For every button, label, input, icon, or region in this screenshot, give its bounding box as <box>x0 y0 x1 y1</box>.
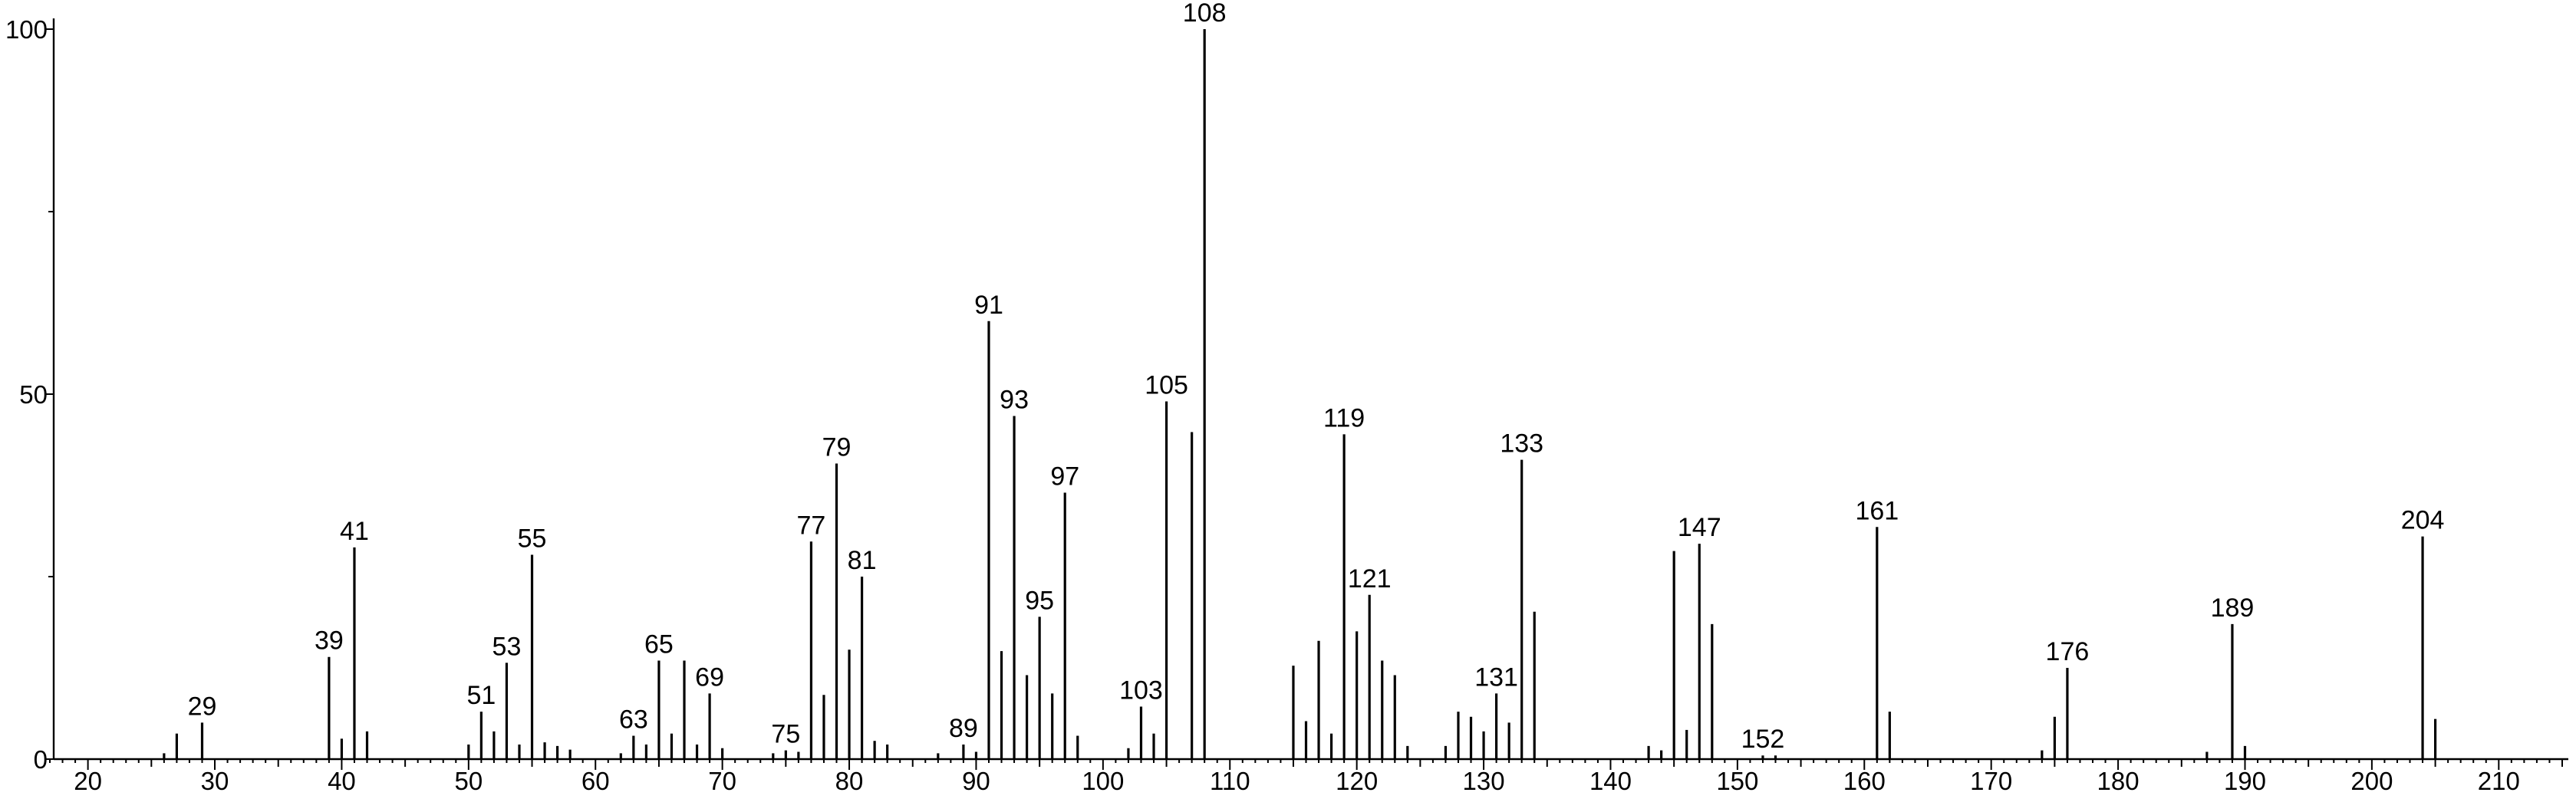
x-tick-label: 190 <box>2224 767 2266 795</box>
peak-label: 81 <box>848 546 877 575</box>
peak-label: 63 <box>619 705 648 735</box>
x-tick-label: 130 <box>1463 767 1505 795</box>
peak-labels: 29 39 41 51 53 55 63 65 69 75 77 79 81 89 91 93 95 97 103 1… <box>188 0 2445 754</box>
peak-label: 75 <box>771 720 800 749</box>
y-axis-ticks: 0 50 100 <box>5 15 54 774</box>
x-tick-label: 60 <box>581 767 610 795</box>
peak-label: 152 <box>1741 725 1785 754</box>
peak-label: 133 <box>1500 429 1543 459</box>
peak-label: 55 <box>518 524 547 553</box>
x-tick-label: 150 <box>1716 767 1758 795</box>
x-tick-label: 200 <box>2350 767 2393 795</box>
peak-label: 69 <box>695 663 724 692</box>
x-tick-label: 40 <box>328 767 356 795</box>
x-tick-label: 110 <box>1210 767 1250 795</box>
x-tick-label: 70 <box>708 767 736 795</box>
x-tick-label: 160 <box>1843 767 1886 795</box>
peak-label: 97 <box>1050 462 1079 492</box>
peak-label: 39 <box>315 626 344 656</box>
peak-label: 103 <box>1119 676 1163 705</box>
peak-label: 93 <box>1000 386 1029 415</box>
x-tick-label: 80 <box>835 767 864 795</box>
y-tick-label: 50 <box>19 380 48 409</box>
peak-label: 29 <box>188 692 217 721</box>
peak-label: 91 <box>974 291 1003 320</box>
axes <box>52 18 2568 761</box>
x-axis-ticks: 20 30 40 50 60 70 80 90 100 110 120 130 140 150 160 170… <box>49 759 2563 795</box>
x-tick-label: 100 <box>1082 767 1124 795</box>
peak-label: 108 <box>1183 0 1227 28</box>
peak-label: 89 <box>949 714 978 743</box>
peak-label: 41 <box>340 517 369 546</box>
spectrum-peaks <box>163 29 2437 759</box>
x-tick-label: 210 <box>2478 767 2520 795</box>
peak-label: 204 <box>2401 506 2445 535</box>
peak-label: 79 <box>822 432 852 462</box>
x-tick-label: 90 <box>962 767 990 795</box>
peak-label: 77 <box>797 511 826 540</box>
peak-label: 95 <box>1025 586 1054 615</box>
peak-label: 51 <box>466 681 496 710</box>
x-tick-label: 120 <box>1336 767 1378 795</box>
peak-label: 121 <box>1348 564 1392 593</box>
peak-label: 176 <box>2046 637 2090 666</box>
y-tick-label: 0 <box>34 745 48 774</box>
x-tick-label: 180 <box>2097 767 2140 795</box>
x-tick-label: 20 <box>74 767 102 795</box>
peak-label: 65 <box>644 630 674 659</box>
y-tick-label: 100 <box>5 15 48 44</box>
peak-label: 131 <box>1474 663 1518 692</box>
peak-label: 189 <box>2211 593 2255 623</box>
peak-label: 53 <box>492 632 522 661</box>
peak-label: 119 <box>1323 403 1365 432</box>
x-tick-label: 30 <box>201 767 229 795</box>
x-tick-label: 50 <box>454 767 483 795</box>
x-tick-label: 140 <box>1589 767 1632 795</box>
x-tick-label: 170 <box>1970 767 2012 795</box>
peak-label: 147 <box>1678 513 1721 542</box>
peak-label: 161 <box>1855 496 1899 525</box>
peak-label: 105 <box>1145 371 1188 400</box>
